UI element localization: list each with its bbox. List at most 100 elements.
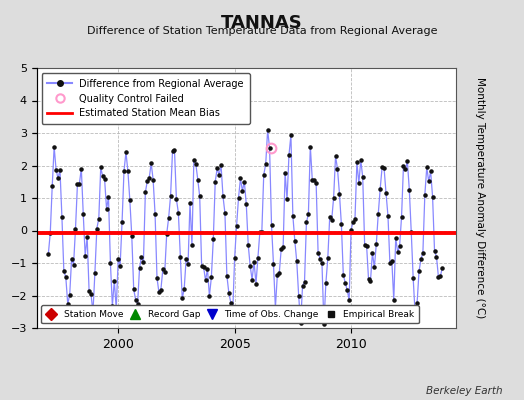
Point bbox=[116, 262, 124, 269]
Point bbox=[157, 286, 165, 293]
Point bbox=[308, 176, 316, 183]
Point bbox=[52, 166, 60, 173]
Point bbox=[71, 226, 80, 232]
Point bbox=[421, 192, 429, 198]
Point bbox=[351, 216, 359, 222]
Point bbox=[291, 238, 299, 244]
Point bbox=[324, 255, 332, 262]
Text: TANNAS: TANNAS bbox=[221, 14, 303, 32]
Point bbox=[254, 255, 262, 262]
Point bbox=[104, 194, 113, 200]
Point bbox=[339, 272, 347, 278]
Point bbox=[211, 178, 220, 185]
Point bbox=[246, 263, 254, 269]
Point bbox=[89, 309, 97, 316]
Point bbox=[302, 219, 311, 225]
Point bbox=[114, 256, 123, 262]
Point bbox=[73, 181, 82, 188]
Point bbox=[429, 194, 437, 200]
Point bbox=[46, 230, 54, 236]
Point bbox=[397, 214, 406, 220]
Point bbox=[50, 144, 58, 150]
Point bbox=[213, 165, 221, 172]
Point bbox=[316, 256, 324, 262]
Point bbox=[234, 195, 243, 201]
Point bbox=[155, 289, 163, 296]
Point bbox=[225, 290, 233, 296]
Point bbox=[198, 263, 206, 269]
Point bbox=[298, 282, 307, 289]
Point bbox=[368, 250, 377, 256]
Point bbox=[174, 209, 182, 216]
Point bbox=[69, 262, 78, 268]
Point bbox=[96, 164, 105, 171]
Point bbox=[83, 234, 91, 240]
Point bbox=[358, 174, 367, 180]
Point bbox=[124, 168, 132, 174]
Point bbox=[242, 201, 250, 207]
Point bbox=[85, 288, 93, 294]
Point bbox=[318, 260, 326, 267]
Point bbox=[143, 178, 151, 184]
Point bbox=[277, 246, 286, 252]
Point bbox=[180, 286, 188, 292]
Point bbox=[438, 265, 446, 271]
Point bbox=[430, 248, 439, 254]
Point bbox=[238, 188, 247, 194]
Point bbox=[328, 217, 336, 223]
Point bbox=[145, 174, 154, 181]
Point bbox=[162, 231, 171, 237]
Point bbox=[376, 186, 385, 192]
Point bbox=[419, 250, 427, 256]
Point bbox=[56, 166, 64, 173]
Point bbox=[172, 196, 181, 202]
Point bbox=[331, 153, 340, 159]
Point bbox=[310, 177, 319, 183]
Point bbox=[165, 214, 173, 221]
Point bbox=[182, 256, 190, 262]
Point bbox=[147, 160, 156, 166]
Text: Berkeley Earth: Berkeley Earth bbox=[427, 386, 503, 396]
Point bbox=[137, 254, 146, 260]
Point bbox=[200, 264, 208, 270]
Point bbox=[201, 277, 210, 284]
Point bbox=[205, 293, 214, 299]
Point bbox=[54, 175, 62, 182]
Text: Difference of Station Temperature Data from Regional Average: Difference of Station Temperature Data f… bbox=[87, 26, 437, 36]
Point bbox=[432, 254, 441, 260]
Point bbox=[106, 260, 115, 266]
Point bbox=[176, 253, 184, 260]
Point bbox=[281, 170, 289, 176]
Point bbox=[411, 311, 419, 317]
Point bbox=[273, 272, 281, 278]
Point bbox=[363, 242, 371, 249]
Point bbox=[195, 193, 204, 200]
Point bbox=[153, 275, 161, 281]
Point bbox=[250, 258, 258, 265]
Point bbox=[256, 229, 264, 235]
Point bbox=[99, 173, 107, 180]
Point bbox=[300, 279, 309, 285]
Point bbox=[330, 195, 338, 201]
Point bbox=[108, 302, 116, 309]
Point bbox=[192, 161, 200, 167]
Point bbox=[403, 158, 411, 165]
Point bbox=[265, 144, 274, 151]
Point bbox=[396, 243, 404, 249]
Point bbox=[167, 192, 175, 199]
Point bbox=[361, 242, 369, 248]
Point bbox=[63, 300, 72, 307]
Point bbox=[149, 176, 157, 183]
Point bbox=[399, 162, 408, 169]
Point bbox=[160, 268, 169, 275]
Point bbox=[382, 190, 390, 196]
Point bbox=[366, 278, 375, 284]
Point bbox=[407, 229, 416, 235]
Point bbox=[228, 310, 237, 316]
Point bbox=[269, 260, 278, 267]
Y-axis label: Monthly Temperature Anomaly Difference (°C): Monthly Temperature Anomaly Difference (… bbox=[475, 77, 485, 319]
Point bbox=[283, 196, 291, 202]
Point bbox=[258, 229, 266, 236]
Point bbox=[77, 165, 85, 172]
Point bbox=[122, 149, 130, 156]
